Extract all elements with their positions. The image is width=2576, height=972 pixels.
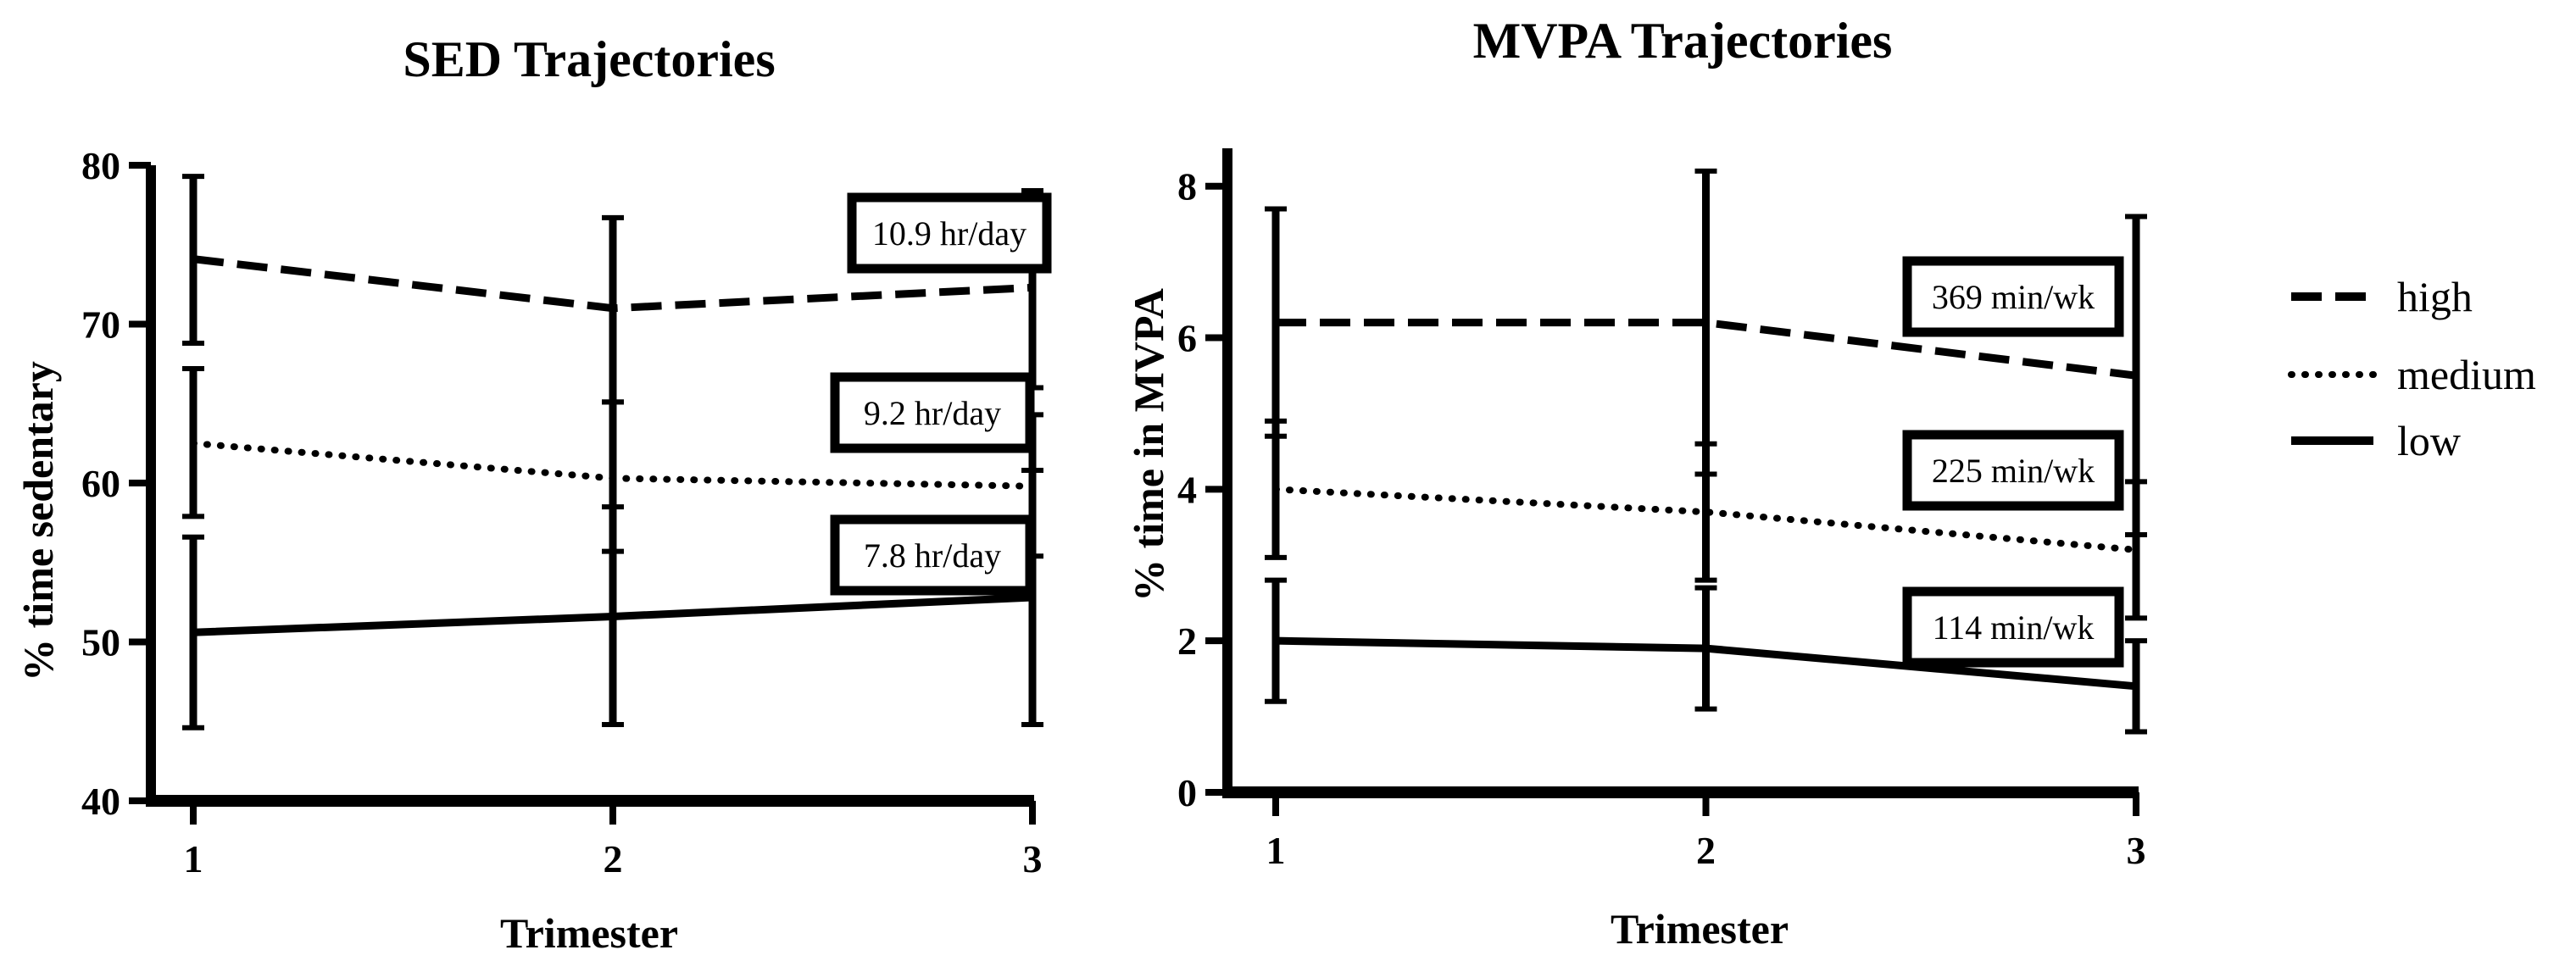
x-tick-label: 3: [2127, 829, 2146, 872]
y-tick-label: 50: [81, 621, 120, 664]
series-line-high: [1276, 319, 2137, 380]
legend-label-medium: medium: [2397, 351, 2536, 398]
x-tick-label: 2: [604, 837, 623, 880]
mvpa-x-ticks: 1 2 3: [1266, 792, 2146, 872]
sed-error-bars: [182, 174, 1043, 730]
mvpa-axes: [1222, 148, 2139, 798]
y-tick-label: 70: [81, 303, 120, 347]
mvpa-error-bars: [1265, 168, 2147, 735]
annotation-label: 225 min/wk: [1932, 452, 2095, 490]
legend-label-low: low: [2397, 417, 2461, 464]
y-tick-label: 6: [1177, 317, 1197, 360]
legend: high medium low: [2288, 273, 2536, 464]
annotation-box: [830, 514, 1035, 596]
y-tick-label: 0: [1177, 771, 1197, 814]
mvpa-x-axis-title: Trimester: [1611, 905, 1789, 953]
mvpa-annotations: 369 min/wk 225 min/wk 114 min/wk: [1902, 256, 2124, 668]
y-tick-label: 80: [81, 144, 120, 187]
mvpa-y-axis-title: % time in MVPA: [1125, 288, 1172, 602]
x-tick-label: 2: [1696, 829, 1716, 872]
annotation-box: [1902, 430, 2124, 511]
x-tick-label: 1: [184, 837, 203, 880]
annotation-label: 7.8 hr/day: [864, 536, 1001, 575]
legend-label-high: high: [2397, 273, 2473, 320]
sed-y-axis-title: % time sedentary: [14, 361, 62, 681]
sed-chart-title: SED Trajectories: [403, 31, 775, 87]
mvpa-chart: MVPA Trajectories Trimester % time in MV…: [1125, 13, 2147, 953]
annotation-label: 114 min/wk: [1933, 608, 2095, 647]
annotation-box: [830, 372, 1035, 453]
annotation-box: [1902, 256, 2124, 337]
mvpa-chart-title: MVPA Trajectories: [1473, 13, 1893, 69]
y-tick-label: 8: [1177, 165, 1197, 208]
sed-chart: SED Trajectories Trimester % time sedent…: [14, 31, 1052, 957]
annotation-label: 10.9 hr/day: [872, 214, 1027, 253]
annotation-box: [1902, 586, 2124, 668]
sed-x-axis-title: Trimester: [500, 909, 678, 957]
x-tick-label: 1: [1266, 829, 1286, 872]
y-tick-label: 2: [1177, 619, 1197, 663]
annotation-label: 369 min/wk: [1932, 278, 2095, 316]
y-tick-label: 40: [81, 780, 120, 823]
y-tick-label: 60: [81, 462, 120, 505]
x-tick-label: 3: [1023, 837, 1043, 880]
annotation-label: 9.2 hr/day: [864, 394, 1001, 432]
sed-annotations: 10.9 hr/day 9.2 hr/day 7.8 hr/day: [830, 192, 1052, 596]
sed-y-ticks: 40 50 60 70 80: [81, 144, 151, 823]
annotation-box: [847, 192, 1052, 274]
sed-x-ticks: 1 2 3: [184, 801, 1043, 880]
mvpa-y-ticks: 0 2 4 6 8: [1177, 165, 1227, 814]
y-tick-label: 4: [1177, 468, 1197, 511]
